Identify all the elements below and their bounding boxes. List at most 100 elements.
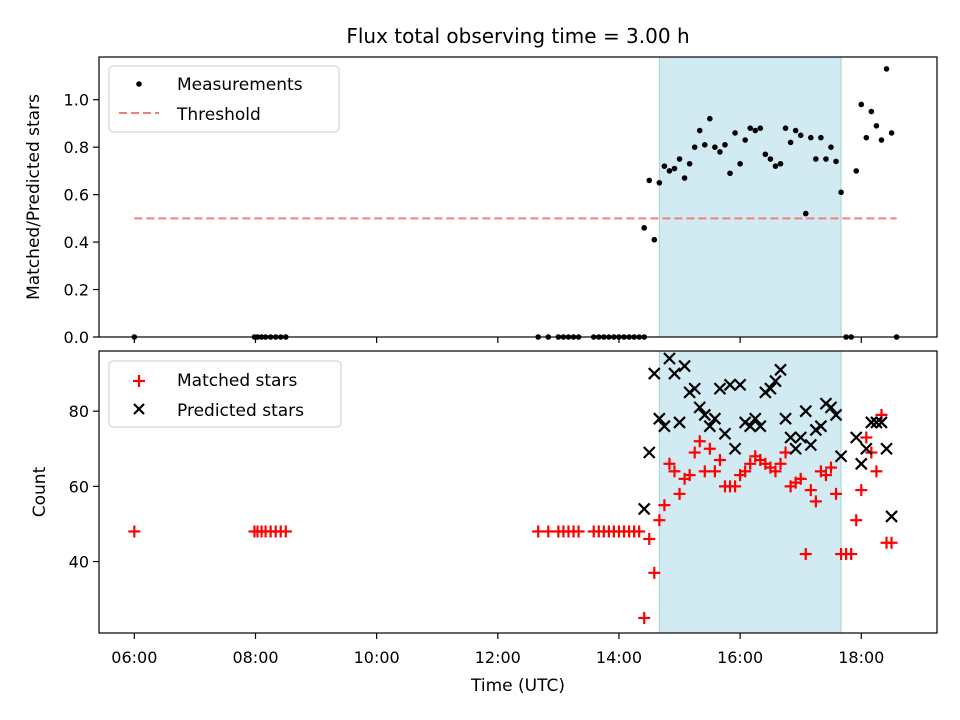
predicted-stars-point bbox=[637, 502, 651, 516]
bottom-legend: Matched stars Predicted stars bbox=[108, 360, 342, 428]
xtick-label: 10:00 bbox=[354, 648, 400, 667]
measurements-point bbox=[696, 127, 703, 134]
matched-stars-point bbox=[819, 469, 832, 482]
measurements-point bbox=[802, 210, 809, 217]
measurements-point bbox=[868, 108, 875, 115]
measurements-point bbox=[722, 141, 728, 148]
predicted-stars-point bbox=[713, 382, 727, 395]
measurements-point bbox=[833, 158, 839, 165]
predicted-stars-point bbox=[814, 419, 828, 433]
top-ytick-label: 0.8 bbox=[64, 138, 89, 157]
matched-stars-point bbox=[885, 536, 898, 549]
matched-stars-point bbox=[860, 431, 873, 444]
matched-stars-point bbox=[688, 446, 701, 459]
matched-stars-point bbox=[658, 499, 671, 512]
top-panel: 0.0 0.2 0.4 0.6 0.8 1.0 Matched/Predicted sta… bbox=[24, 56, 938, 347]
matched-stars-point bbox=[824, 461, 837, 474]
predicted-stars-point bbox=[728, 442, 742, 456]
xtick-label: 18:00 bbox=[838, 648, 884, 667]
legend-matched-label: Matched stars bbox=[177, 371, 297, 391]
measurements-point bbox=[772, 163, 779, 169]
measurements-point bbox=[717, 149, 723, 155]
predicted-stars-point bbox=[723, 378, 737, 392]
matched-stars-point bbox=[703, 442, 716, 455]
measurements-point bbox=[676, 156, 683, 162]
matched-stars-point bbox=[809, 495, 822, 508]
measurements-point bbox=[767, 156, 774, 162]
top-axes-frame bbox=[98, 56, 938, 338]
predicted-stars-point bbox=[743, 419, 757, 433]
predicted-stars-point bbox=[658, 419, 671, 433]
measurements-point bbox=[732, 130, 738, 136]
measurements-point bbox=[878, 137, 885, 143]
predicted-stars-point bbox=[829, 408, 843, 422]
matched-stars-point bbox=[673, 487, 686, 500]
matched-stars-point bbox=[532, 525, 545, 538]
predicted-stars-point bbox=[718, 427, 732, 440]
predicted-stars-point bbox=[870, 416, 883, 429]
matched-stars-point bbox=[708, 465, 721, 478]
predicted-stars-point bbox=[880, 442, 893, 456]
measurements-point bbox=[656, 179, 663, 186]
measurements-point bbox=[747, 125, 754, 131]
measurements-point bbox=[823, 156, 829, 162]
predicted-stars-point bbox=[648, 367, 661, 380]
measurements-point bbox=[661, 163, 668, 169]
measurements-point bbox=[807, 134, 814, 141]
predicted-stars-point bbox=[804, 438, 818, 452]
matched-stars-point bbox=[572, 525, 585, 538]
xtick-label: 12:00 bbox=[475, 648, 521, 667]
measurements-point bbox=[828, 144, 834, 150]
predicted-stars-point bbox=[693, 401, 707, 414]
measurements-point bbox=[686, 160, 693, 167]
predicted-stars-point bbox=[799, 404, 813, 418]
xtick-label: 06:00 bbox=[111, 648, 157, 667]
matched-stars-point bbox=[850, 514, 863, 527]
measurements-point bbox=[818, 134, 824, 141]
predicted-stars-point bbox=[865, 416, 878, 429]
predicted-stars-point bbox=[774, 363, 787, 377]
predicted-stars-point bbox=[779, 412, 792, 425]
top-legend-box bbox=[108, 65, 340, 133]
matched-stars-point bbox=[653, 514, 666, 527]
bottom-legend-box bbox=[108, 360, 342, 428]
measurements-point bbox=[873, 123, 880, 129]
predicted-stars-point bbox=[754, 419, 767, 433]
matched-stars-point bbox=[729, 480, 742, 493]
xtick-label: 08:00 bbox=[232, 648, 278, 667]
predicted-stars-point bbox=[789, 442, 802, 456]
predicted-stars-point bbox=[703, 419, 717, 433]
xtick-label: 14:00 bbox=[596, 648, 642, 667]
matched-stars-point bbox=[794, 472, 807, 485]
matched-stars-point bbox=[542, 525, 555, 538]
measurements-point bbox=[691, 144, 698, 150]
top-y-axis-label: Matched/Predicted stars bbox=[24, 94, 44, 300]
legend-measurements-label: Measurements bbox=[177, 75, 303, 95]
predicted-stars-point bbox=[824, 401, 838, 414]
measurements-point bbox=[792, 127, 799, 134]
chart-title: Flux total observing time = 3.00 h bbox=[346, 24, 689, 48]
predicted-stars-point bbox=[854, 457, 868, 471]
matched-stars-point bbox=[769, 465, 782, 478]
measurements-point bbox=[646, 177, 653, 184]
measurements-point bbox=[752, 127, 759, 134]
matched-stars-point bbox=[693, 435, 706, 448]
top-ytick-label: 0.4 bbox=[64, 233, 89, 252]
measurements-point bbox=[757, 125, 764, 131]
predicted-stars-point bbox=[673, 416, 686, 429]
top-ytick-label: 0.2 bbox=[64, 281, 89, 300]
bottom-shaded-interval bbox=[658, 350, 842, 634]
measurements-point bbox=[727, 170, 733, 177]
legend-predicted-label: Predicted stars bbox=[177, 401, 304, 421]
measurements-point bbox=[641, 225, 648, 231]
measurements-point bbox=[813, 156, 819, 162]
predicted-stars-point bbox=[885, 510, 898, 523]
matched-stars-point bbox=[683, 469, 696, 482]
matched-stars-point bbox=[713, 454, 726, 467]
bottom-ytick-label: 40 bbox=[69, 553, 89, 572]
predicted-stars-point bbox=[748, 412, 762, 425]
measurements-point bbox=[888, 130, 895, 136]
measurements-point bbox=[853, 168, 860, 174]
top-ytick-label: 0.6 bbox=[64, 186, 89, 205]
